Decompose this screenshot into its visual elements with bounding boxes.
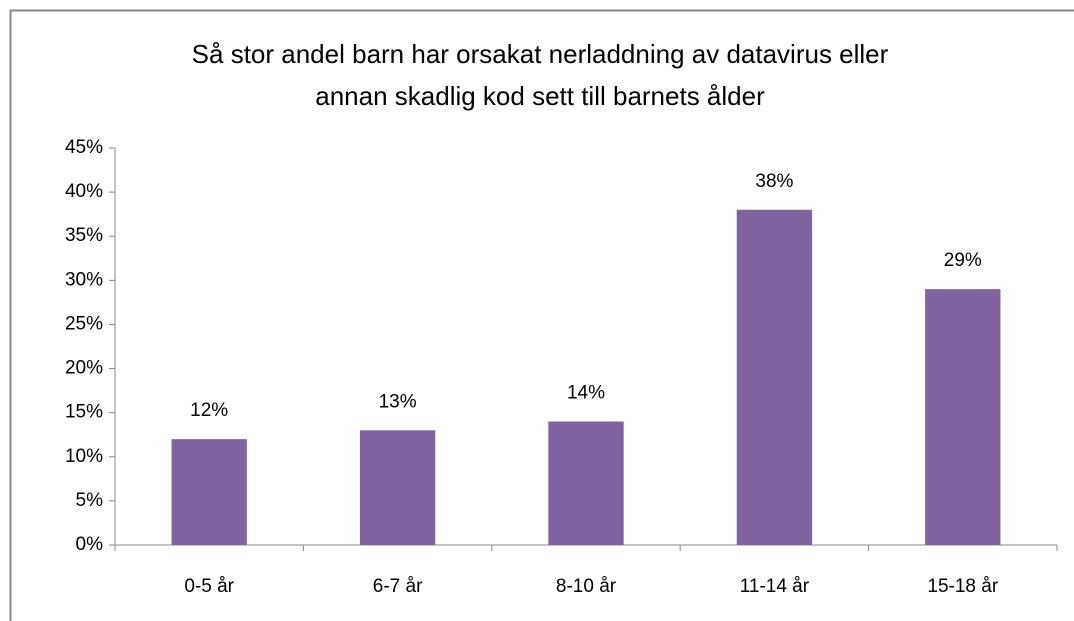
- x-tick-label: 15-18 år: [927, 576, 998, 597]
- data-label: 14%: [567, 383, 605, 404]
- chart-title: annan skadlig kod sett till barnets ålde…: [315, 81, 765, 111]
- data-label: 38%: [755, 171, 793, 192]
- y-tick-label: 0%: [76, 534, 104, 555]
- bar: [359, 430, 436, 545]
- bar: [171, 439, 247, 545]
- bar: [548, 421, 624, 545]
- data-label: 13%: [379, 391, 417, 412]
- y-tick-label: 35%: [65, 225, 103, 246]
- y-tick-label: 20%: [65, 358, 103, 379]
- y-tick-label: 25%: [65, 313, 103, 334]
- y-tick-label: 30%: [65, 269, 103, 290]
- y-tick-label: 40%: [65, 181, 103, 202]
- data-label: 12%: [190, 400, 228, 421]
- y-tick-label: 45%: [65, 137, 103, 158]
- y-tick-label: 15%: [65, 402, 103, 423]
- bar: [736, 209, 813, 545]
- y-tick-label: 10%: [65, 446, 103, 467]
- x-tick-label: 6-7 år: [373, 576, 423, 597]
- chart-title: Så stor andel barn har orsakat nerladdni…: [192, 39, 889, 69]
- x-tick-label: 0-5 år: [184, 576, 234, 597]
- chart-frame: [9, 9, 1074, 621]
- x-tick-label: 11-14 år: [740, 576, 810, 597]
- bar: [925, 289, 1001, 545]
- x-tick-label: 8-10 år: [556, 576, 617, 597]
- data-label: 29%: [944, 250, 982, 271]
- y-tick-label: 5%: [76, 490, 104, 511]
